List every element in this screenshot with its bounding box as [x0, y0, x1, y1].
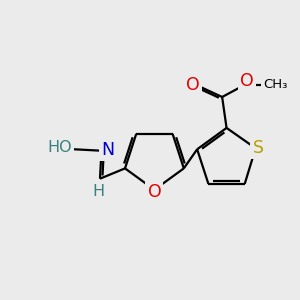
Text: HO: HO — [47, 140, 72, 155]
Text: H: H — [93, 184, 105, 200]
Text: O: O — [186, 76, 200, 94]
Text: N: N — [101, 141, 115, 159]
Text: O: O — [148, 183, 161, 201]
Text: O: O — [240, 72, 254, 90]
Text: S: S — [253, 139, 263, 157]
Text: CH₃: CH₃ — [263, 77, 288, 91]
